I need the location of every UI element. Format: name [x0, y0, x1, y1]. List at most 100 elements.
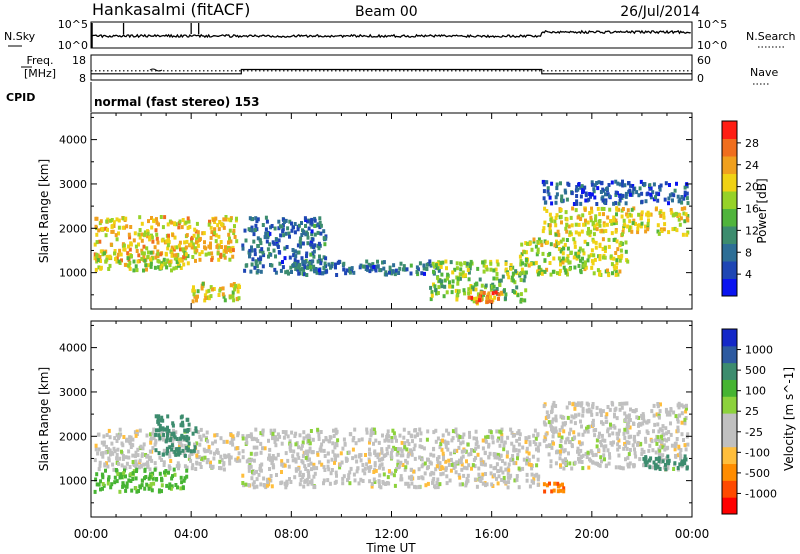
velocity-cell	[326, 459, 330, 464]
power-cell	[594, 218, 598, 223]
velocity-cell	[422, 446, 426, 451]
velocity-cell	[276, 437, 280, 442]
power-cell	[171, 233, 175, 238]
velocity-cell	[458, 435, 462, 439]
velocity-cell	[211, 441, 215, 446]
velocity-cell	[682, 438, 685, 442]
velocity-cell	[225, 439, 229, 444]
velocity-cell	[433, 485, 437, 490]
velocity-cell	[252, 471, 256, 476]
velocity-cell	[307, 463, 311, 468]
velocity-cell	[495, 462, 499, 467]
velocity-cell	[472, 448, 476, 453]
velocity-cell	[318, 460, 322, 465]
velocity-cell	[124, 466, 128, 471]
velocity-cell	[568, 440, 572, 445]
velocity-cell	[153, 442, 157, 447]
velocity-cell	[363, 466, 367, 471]
velocity-cell	[160, 483, 164, 488]
power-cell	[614, 272, 618, 277]
power-cell	[590, 192, 594, 197]
power-cell	[436, 266, 440, 271]
power-cell	[540, 243, 544, 248]
velocity-cell	[297, 455, 301, 460]
velocity-cell	[543, 422, 547, 427]
velocity-cell	[272, 456, 276, 461]
velocity-cell	[205, 430, 209, 435]
velocity-cell	[407, 475, 411, 480]
velocity-cell	[97, 467, 101, 472]
power-cell	[159, 215, 163, 219]
velocity-cell	[517, 485, 521, 490]
velocity-cell	[252, 436, 256, 441]
velocity-cell	[120, 463, 124, 468]
velocity-cell	[160, 489, 163, 494]
velocity-cell	[497, 469, 501, 473]
velocity-cell	[108, 448, 112, 453]
power-cell	[258, 249, 262, 254]
velocity-cell	[268, 467, 271, 471]
power-cell	[586, 258, 590, 263]
power-cell	[602, 212, 605, 217]
power-cell	[142, 268, 145, 273]
velocity-cell	[115, 439, 119, 443]
velocity-cell	[261, 446, 264, 451]
power-cell	[579, 185, 583, 190]
power-cell	[603, 245, 607, 250]
power-cell	[324, 256, 328, 261]
velocity-cell	[273, 428, 277, 433]
power-cell	[231, 248, 235, 253]
power-cell	[198, 257, 202, 262]
power-cell	[646, 227, 650, 232]
velocity-cell	[149, 484, 153, 489]
power-cell	[179, 258, 183, 263]
velocity-cell	[576, 401, 580, 406]
velocity-cell	[657, 459, 661, 464]
velocity-cell	[476, 444, 480, 449]
velocity-cell	[265, 483, 269, 488]
power-cell	[227, 240, 230, 245]
power-cell	[425, 267, 429, 271]
power-cell	[429, 263, 433, 268]
velocity-cell	[273, 440, 277, 444]
velocity-cell	[496, 452, 500, 457]
velocity-cell	[647, 448, 651, 453]
velocity-cell	[461, 435, 465, 440]
power-cell	[430, 290, 434, 295]
power-cell	[617, 255, 621, 259]
velocity-cell	[450, 462, 454, 467]
power-cell	[315, 270, 319, 275]
velocity-cell	[500, 435, 504, 440]
power-cell	[609, 254, 613, 259]
velocity-cell	[559, 439, 563, 443]
velocity-cell	[428, 460, 432, 465]
power-cell	[461, 274, 465, 279]
velocity-cell	[565, 405, 569, 410]
velocity-cell	[466, 473, 470, 478]
power-cell	[469, 290, 472, 295]
power-cell	[292, 253, 296, 258]
velocity-cell	[663, 447, 667, 452]
velocity-cell	[598, 431, 601, 436]
velocity-cell	[120, 449, 123, 454]
velocity-cell	[257, 472, 261, 477]
power-cell	[607, 244, 611, 249]
power-cell	[388, 265, 392, 270]
velocity-cell	[558, 483, 562, 488]
velocity-cell	[185, 468, 189, 473]
velocity-cell	[185, 428, 189, 433]
power-cell	[289, 265, 293, 270]
velocity-cell	[502, 475, 506, 480]
velocity-cell	[151, 446, 155, 451]
power-cell	[397, 271, 401, 275]
power-cell	[655, 191, 659, 196]
power-cell	[622, 225, 625, 230]
power-cell	[581, 213, 585, 218]
velocity-cell	[385, 451, 389, 456]
power-cell	[192, 285, 195, 290]
velocity-cell	[455, 460, 459, 465]
velocity-cell	[558, 456, 562, 461]
velocity-cell	[319, 430, 323, 434]
power-cell	[313, 218, 317, 223]
velocity-cell	[147, 486, 151, 491]
